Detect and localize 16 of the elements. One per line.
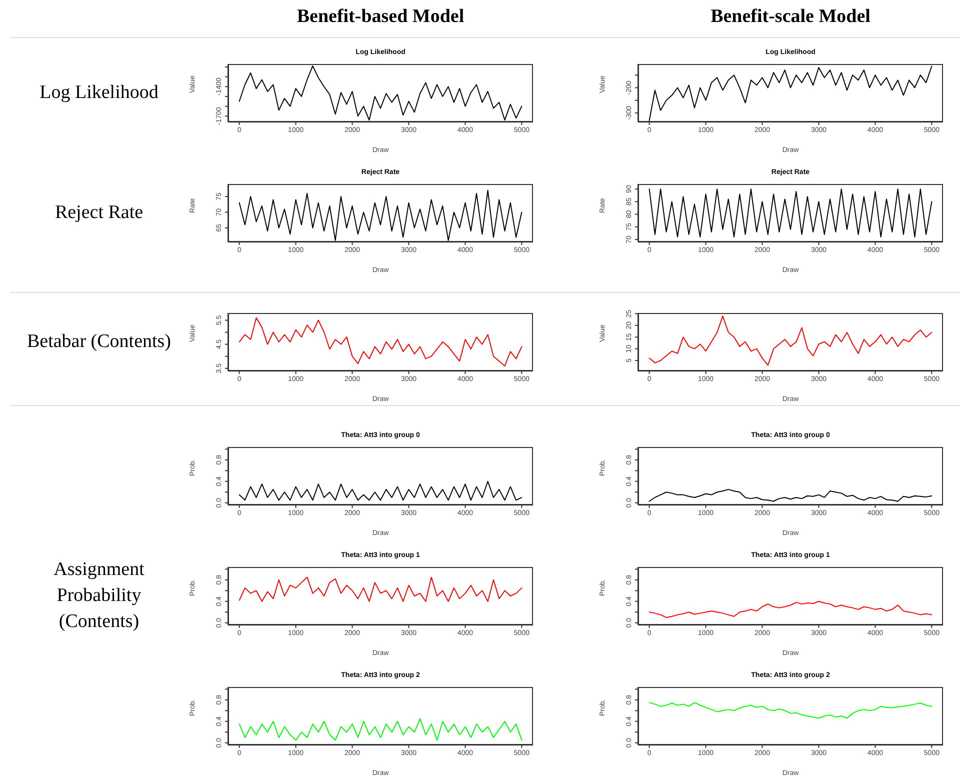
text: Benefit-based Model bbox=[296, 6, 466, 28]
line-series bbox=[238, 480, 522, 501]
text: Reject Rate bbox=[54, 201, 144, 225]
text: Benefit-scale Model bbox=[710, 6, 872, 28]
line-series bbox=[238, 576, 522, 602]
line-series bbox=[238, 718, 522, 741]
text: Betabar (Contents) bbox=[26, 330, 172, 354]
text: Log Likelihood bbox=[38, 81, 160, 105]
line-series bbox=[648, 488, 932, 502]
line-series bbox=[648, 702, 932, 719]
line-series bbox=[648, 316, 932, 366]
line-series bbox=[648, 600, 932, 618]
line-series bbox=[238, 317, 522, 366]
line-series bbox=[648, 188, 932, 238]
line-series bbox=[238, 190, 522, 241]
text: Assignment Probability (Contents) bbox=[52, 558, 146, 634]
